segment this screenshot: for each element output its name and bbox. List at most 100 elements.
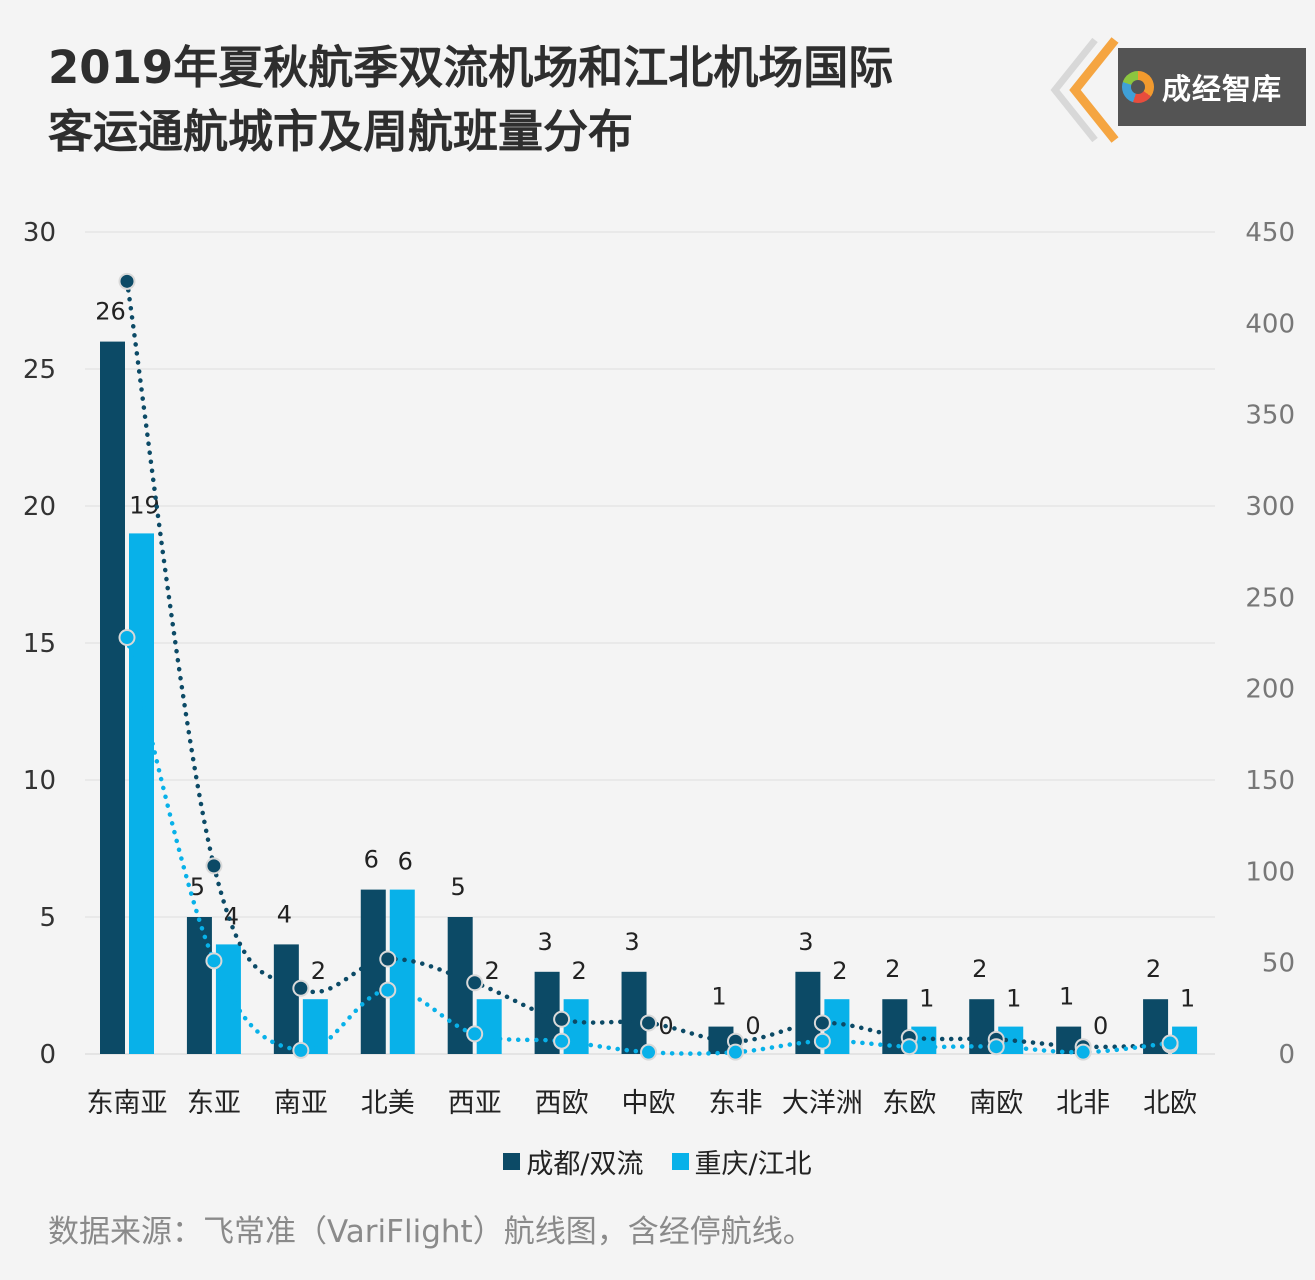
data-label-chongqing: 2 xyxy=(485,957,500,985)
bar-chongqing xyxy=(389,889,415,1054)
weekly-flights-point-0 xyxy=(292,979,310,997)
y2-tick-label: 450 xyxy=(1245,218,1295,248)
brand-badge: 成经智库 xyxy=(1040,30,1315,150)
data-label-chengdu: 1 xyxy=(1059,983,1074,1011)
brand-box: 成经智库 xyxy=(1118,48,1306,126)
weekly-flights-point-0 xyxy=(553,1010,571,1028)
y-tick-label: 25 xyxy=(23,355,56,385)
data-label-chengdu: 1 xyxy=(711,983,726,1011)
y-tick-label: 0 xyxy=(39,1040,56,1070)
x-tick-label: 大洋洲 xyxy=(782,1088,863,1119)
x-tick-label: 南亚 xyxy=(274,1088,328,1119)
data-label-chengdu: 6 xyxy=(364,846,379,874)
brand-name: 成经智库 xyxy=(1162,72,1283,106)
bar-chongqing xyxy=(476,999,502,1054)
weekly-flights-point-1 xyxy=(553,1032,571,1050)
data-label-chengdu: 26 xyxy=(95,298,126,326)
y2-tick-label: 400 xyxy=(1245,309,1295,339)
y-tick-label: 30 xyxy=(23,218,56,248)
title-line-1: 2019年夏秋航季双流机场和江北机场国际 xyxy=(48,41,894,94)
x-tick-label: 东非 xyxy=(708,1088,762,1119)
data-label-chongqing: 0 xyxy=(745,1012,760,1040)
y-tick-label: 10 xyxy=(23,766,56,796)
legend-label-chengdu: 成都/双流 xyxy=(526,1149,644,1180)
data-label-chengdu: 3 xyxy=(624,928,639,956)
weekly-flights-point-1 xyxy=(466,1025,484,1043)
weekly-flights-point-0 xyxy=(205,857,223,875)
weekly-flights-point-0 xyxy=(466,974,484,992)
weekly-flights-point-1 xyxy=(726,1043,744,1061)
data-label-chongqing: 6 xyxy=(398,848,413,876)
weekly-flights-point-1 xyxy=(205,952,223,970)
brand-chevron-icon xyxy=(1050,37,1119,143)
data-label-chengdu: 4 xyxy=(277,900,292,928)
title-line-2: 客运通航城市及周航班量分布 xyxy=(48,105,634,158)
source-note: 数据来源：飞常准（VariFlight）航线图，含经停航线。 xyxy=(48,1214,814,1250)
weekly-flights-point-0 xyxy=(640,1014,658,1032)
bar-chongqing xyxy=(129,533,154,1054)
y2-tick-label: 50 xyxy=(1262,949,1295,979)
bar-chengdu xyxy=(360,889,386,1054)
legend-swatch-chengdu xyxy=(503,1153,521,1170)
x-tick-label: 东欧 xyxy=(882,1088,936,1119)
chart-plot: 0510152025300501001502002503003504004502… xyxy=(23,218,1295,1119)
data-label-chengdu: 5 xyxy=(451,873,466,901)
data-label-chengdu: 2 xyxy=(885,955,900,983)
y-tick-label: 5 xyxy=(39,903,56,933)
weekly-flights-point-1 xyxy=(292,1041,310,1059)
weekly-flights-point-1 xyxy=(640,1043,658,1061)
weekly-flights-point-1 xyxy=(900,1038,918,1056)
x-tick-label: 中欧 xyxy=(622,1088,676,1119)
y2-tick-label: 250 xyxy=(1245,583,1295,613)
weekly-flights-line-0 xyxy=(124,279,1173,1050)
weekly-flights-point-1 xyxy=(1074,1043,1092,1061)
data-label-chengdu: 5 xyxy=(190,873,205,901)
legend: 成都/双流 重庆/江北 xyxy=(0,1142,1315,1181)
x-tick-label: 南欧 xyxy=(969,1088,1023,1119)
data-label-chengdu: 2 xyxy=(972,955,987,983)
data-label-chongqing: 0 xyxy=(1093,1012,1108,1040)
x-tick-label: 东亚 xyxy=(187,1088,241,1119)
y2-tick-label: 300 xyxy=(1245,492,1295,522)
weekly-flights-point-1 xyxy=(1161,1034,1179,1052)
data-label-chongqing: 2 xyxy=(311,957,326,985)
y2-tick-label: 150 xyxy=(1245,766,1295,796)
bar-chengdu xyxy=(100,341,125,1055)
bar-chengdu xyxy=(273,944,299,1054)
data-label-chongqing: 2 xyxy=(832,957,847,985)
weekly-flights-point-0 xyxy=(379,950,397,968)
y-tick-label: 15 xyxy=(23,629,56,659)
weekly-flights-point-0 xyxy=(118,272,136,290)
data-label-chongqing: 1 xyxy=(1006,985,1021,1013)
data-label-chongqing: 2 xyxy=(571,957,586,985)
bar-chengdu xyxy=(621,971,647,1054)
weekly-flights-point-1 xyxy=(379,981,397,999)
x-tick-label: 北美 xyxy=(361,1088,415,1119)
brand-logo-icon xyxy=(1122,71,1154,103)
weekly-flights-line-1 xyxy=(124,635,1173,1056)
chart-title: 2019年夏秋航季双流机场和江北机场国际 客运通航城市及周航班量分布 xyxy=(48,36,1008,164)
data-label-chongqing: 1 xyxy=(919,985,934,1013)
legend-label-chongqing: 重庆/江北 xyxy=(694,1149,812,1180)
data-label-chongqing: 1 xyxy=(1180,985,1195,1013)
weekly-flights-point-1 xyxy=(118,629,136,647)
x-tick-label: 西欧 xyxy=(535,1088,589,1119)
x-tick-label: 西亚 xyxy=(448,1088,502,1119)
y2-tick-label: 100 xyxy=(1245,857,1295,887)
legend-item-chengdu: 成都/双流 xyxy=(503,1142,644,1181)
weekly-flights-point-0 xyxy=(813,1014,831,1032)
x-tick-label: 东南亚 xyxy=(87,1088,168,1119)
x-tick-label: 北非 xyxy=(1056,1088,1110,1119)
y2-tick-label: 350 xyxy=(1245,401,1295,431)
y-tick-label: 20 xyxy=(23,492,56,522)
y2-tick-label: 200 xyxy=(1245,675,1295,705)
data-label-chengdu: 3 xyxy=(537,928,552,956)
weekly-flights-point-1 xyxy=(987,1038,1005,1056)
data-label-chengdu: 3 xyxy=(798,928,813,956)
y2-tick-label: 0 xyxy=(1278,1040,1295,1070)
legend-item-chongqing: 重庆/江北 xyxy=(671,1142,812,1181)
data-label-chengdu: 2 xyxy=(1146,955,1161,983)
legend-swatch-chongqing xyxy=(671,1153,689,1170)
weekly-flights-point-1 xyxy=(813,1032,831,1050)
bar-chengdu xyxy=(186,917,212,1054)
